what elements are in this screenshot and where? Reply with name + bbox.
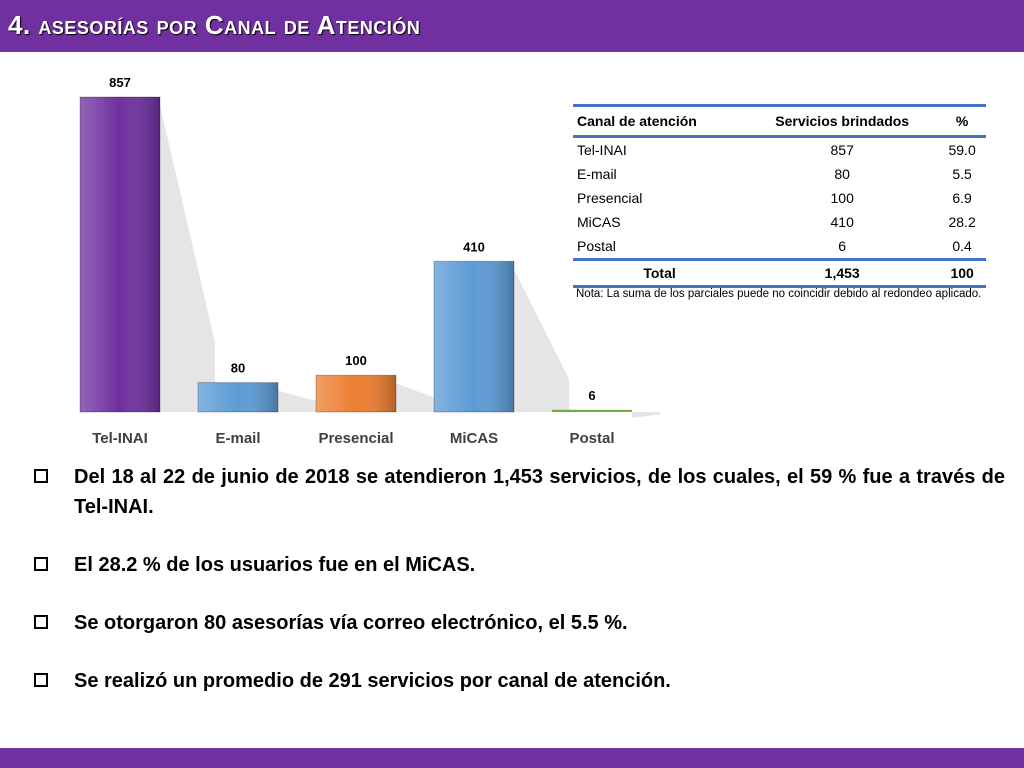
bullet-text: El 28.2 % de los usuarios fue en el MiCA… [74, 554, 476, 576]
table-cell: E-mail [577, 166, 617, 182]
bar-shading [79, 96, 161, 413]
bar-shading [433, 260, 515, 413]
table-cell: Presencial [577, 190, 643, 206]
bullet-item: Del 18 al 22 de junio de 2018 se atendie… [30, 462, 1005, 522]
table-header: % [938, 104, 986, 138]
bullet-item: Se otorgaron 80 asesorías vía correo ele… [30, 608, 1005, 638]
table-total-row: Total 1,453 100 [573, 258, 986, 288]
footer-bar [0, 748, 1024, 768]
bullet-list: Del 18 al 22 de junio de 2018 se atendie… [30, 462, 1005, 724]
table-cell: 5.5 [952, 166, 972, 182]
bar-postal [552, 409, 632, 412]
table-row: Postal 6 0.4 [573, 234, 986, 260]
table-cell: 28.2 [948, 214, 976, 230]
table-cell: 100 [938, 258, 986, 288]
bullet-text: Del 18 al 22 de junio de 2018 se atendie… [74, 466, 1005, 518]
title-bar: 4. asesorías por Canal de Atención [0, 0, 1024, 52]
bullet-item: Se realizó un promedio de 291 servicios … [30, 666, 1005, 696]
table-row: MiCAS 410 28.2 [573, 210, 986, 234]
table-cell: 6 [838, 238, 847, 254]
checkbox-bullet-icon [34, 673, 48, 687]
bar-shadow [632, 412, 660, 418]
table-note: Nota: La suma de los parciales puede no … [576, 288, 982, 300]
table-row: E-mail 80 5.5 [573, 162, 986, 186]
table-cell: 100 [830, 190, 854, 206]
table-cell: 6.9 [952, 190, 972, 206]
data-label: 100 [345, 353, 367, 368]
data-label: 410 [463, 239, 485, 254]
bar-chart: 857 Tel-INAI 80 E-mail 100 Presencial 410 MiCAS… [79, 75, 660, 447]
page-title: 4. asesorías por Canal de Atención [8, 10, 421, 40]
table-cell: 0.4 [952, 238, 972, 254]
table-cell: Tel-INAI [577, 142, 627, 158]
table-cell: 59.0 [948, 142, 976, 158]
table-cell: 857 [830, 142, 854, 158]
table-cell: MiCAS [577, 214, 621, 230]
data-label: 80 [231, 361, 245, 376]
table-header: Canal de atención [573, 104, 747, 138]
bullet-text: Se realizó un promedio de 291 servicios … [74, 670, 671, 692]
data-label: 857 [109, 75, 131, 90]
category-label: Postal [569, 430, 614, 447]
table-header: Servicios brindados [746, 104, 939, 138]
table-row: Tel-INAI 857 59.0 [573, 137, 986, 163]
bullet-text: Se otorgaron 80 asesorías vía correo ele… [74, 612, 628, 634]
table-row: Presencial 100 6.9 [573, 186, 986, 210]
category-label: E-mail [215, 430, 260, 447]
bar-shadow [514, 269, 569, 412]
bullet-item: El 28.2 % de los usuarios fue en el MiCA… [30, 550, 1005, 580]
table-header-row: Canal de atención Servicios brindados % [573, 104, 986, 138]
services-table: Canal de atención Servicios brindados % … [573, 104, 986, 288]
category-label: Tel-INAI [92, 430, 148, 447]
table-cell: 80 [834, 166, 850, 182]
checkbox-bullet-icon [34, 615, 48, 629]
table-cell: Postal [577, 238, 616, 254]
bar-shading [197, 382, 279, 413]
table-cell: Total [573, 258, 747, 288]
category-label: MiCAS [450, 430, 498, 447]
category-label: Presencial [318, 430, 393, 447]
checkbox-bullet-icon [34, 469, 48, 483]
table-cell: 1,453 [746, 258, 939, 288]
bar-shading [315, 374, 397, 413]
data-label: 6 [588, 388, 595, 403]
checkbox-bullet-icon [34, 557, 48, 571]
bar-shadow [160, 105, 215, 412]
table-cell: 410 [830, 214, 854, 230]
